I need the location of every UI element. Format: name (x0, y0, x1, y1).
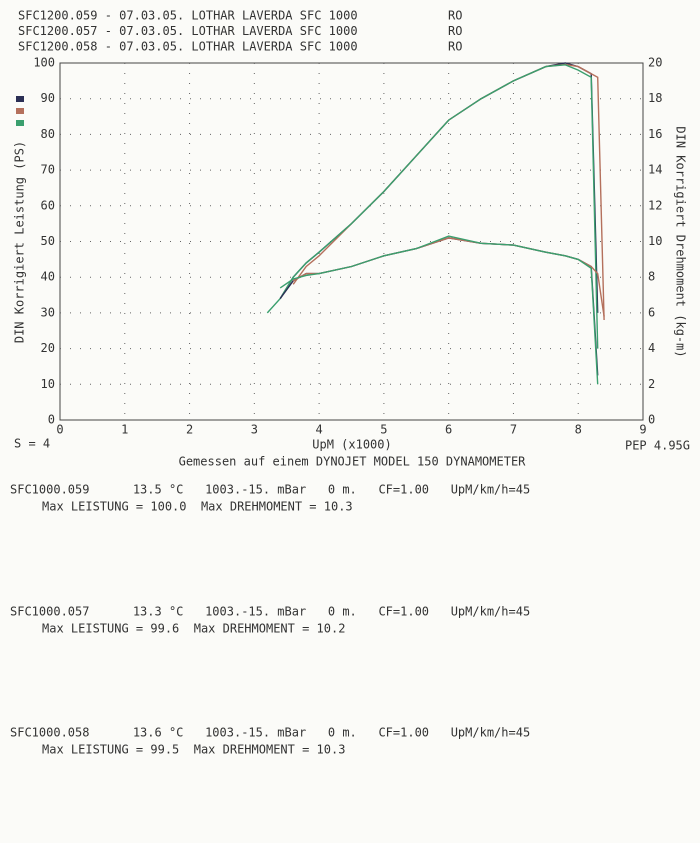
run-code: RO (448, 9, 462, 23)
y-tick-label: 20 (41, 341, 55, 355)
run-code: RO (448, 24, 462, 38)
legend-swatch (16, 120, 24, 126)
y2-tick-label: 8 (648, 270, 655, 284)
y2-tick-label: 10 (648, 234, 662, 248)
run-code: RO (448, 40, 462, 54)
torque-line (279, 235, 599, 385)
y2-tick-label: 0 (648, 413, 655, 427)
y2-tick-label: 6 (648, 305, 655, 319)
y2-tick-label: 12 (648, 198, 662, 212)
y-tick-label: 0 (48, 413, 55, 427)
footer-run: SFC1000.058 13.6 °C 1003.-15. mBar 0 m. … (10, 726, 530, 740)
y-tick-label: 80 (41, 127, 55, 141)
y-tick-label: 40 (41, 270, 55, 284)
subtitle: Gemessen auf einem DYNOJET MODEL 150 DYN… (179, 455, 527, 469)
x-tick-label: 5 (380, 423, 387, 437)
y-tick-label: 100 (33, 56, 55, 70)
y-tick-label: 70 (41, 163, 55, 177)
footer-max: Max LEISTUNG = 99.6 Max DREHMOMENT = 10.… (42, 622, 345, 636)
note-right: PEP 4.95G (625, 439, 690, 453)
x-tick-label: 3 (251, 423, 258, 437)
footer-max: Max LEISTUNG = 100.0 Max DREHMOMENT = 10… (42, 500, 353, 514)
x-axis-label: UpM (x1000) (312, 438, 391, 452)
footer-max: Max LEISTUNG = 99.5 Max DREHMOMENT = 10.… (42, 743, 345, 757)
run-header: SFC1200.059 - 07.03.05. LOTHAR LAVERDA S… (18, 9, 358, 23)
y-tick-label: 60 (41, 198, 55, 212)
run-header: SFC1200.057 - 07.03.05. LOTHAR LAVERDA S… (18, 24, 358, 38)
run-header: SFC1200.058 - 07.03.05. LOTHAR LAVERDA S… (18, 40, 358, 54)
note-left: S = 4 (14, 437, 50, 451)
x-tick-label: 6 (445, 423, 452, 437)
y-tick-label: 10 (41, 377, 55, 391)
power-line (266, 64, 599, 349)
y-axis-label: DIN Korrigiert Leistung (PS) (13, 141, 27, 343)
legend-swatch (16, 96, 24, 102)
x-tick-label: 8 (575, 423, 582, 437)
y-tick-label: 30 (41, 305, 55, 319)
x-tick-label: 0 (56, 423, 63, 437)
y-tick-label: 90 (41, 91, 55, 105)
legend-swatch (16, 108, 24, 114)
x-tick-label: 4 (315, 423, 322, 437)
y-tick-label: 50 (41, 234, 55, 248)
footer-run: SFC1000.057 13.3 °C 1003.-15. mBar 0 m. … (10, 605, 530, 619)
y2-axis-label: DIN Korrigiert Drehmoment (kg-m) (674, 126, 688, 357)
y2-tick-label: 18 (648, 91, 662, 105)
y2-tick-label: 4 (648, 341, 655, 355)
x-tick-label: 2 (186, 423, 193, 437)
x-tick-label: 1 (121, 423, 128, 437)
y2-tick-label: 2 (648, 377, 655, 391)
footer-run: SFC1000.059 13.5 °C 1003.-15. mBar 0 m. … (10, 483, 530, 497)
y2-tick-label: 20 (648, 56, 662, 70)
x-tick-label: 9 (639, 423, 646, 437)
x-tick-label: 7 (510, 423, 517, 437)
y2-tick-label: 16 (648, 127, 662, 141)
y2-tick-label: 14 (648, 163, 662, 177)
